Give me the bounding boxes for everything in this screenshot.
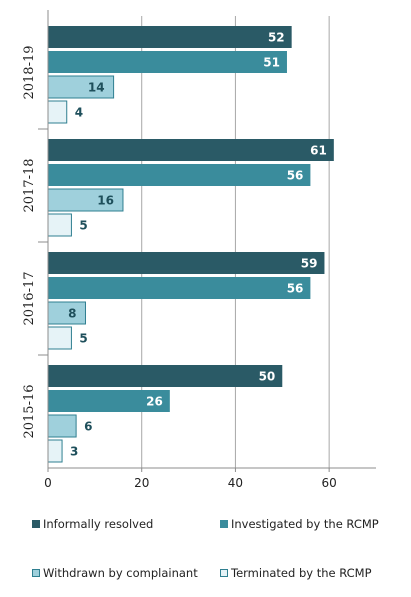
data-label-2017-18-0: 61 — [310, 144, 327, 158]
bar-2017-18-0 — [48, 139, 334, 161]
bar-2015-16-2 — [47, 414, 77, 438]
bar-2016-17-0 — [48, 252, 325, 274]
bar-chart: 52511442018-1961561652017-185956852016-1… — [22, 10, 376, 490]
category-label-2018-19: 2018-19 — [22, 45, 37, 99]
data-label-2018-19-3: 4 — [75, 106, 83, 120]
data-label-2017-18-1: 56 — [287, 169, 304, 183]
data-label-2017-18-2: 16 — [97, 194, 114, 208]
legend-label-investigated: Investigated by the RCMP — [231, 517, 379, 531]
category-label-2016-17: 2016-17 — [22, 271, 37, 325]
legend-item-withdrawn: Withdrawn by complainant — [32, 566, 198, 580]
legend-item-investigated: Investigated by the RCMP — [220, 517, 379, 531]
legend-label-withdrawn: Withdrawn by complainant — [43, 566, 198, 580]
x-tick-label-0: 0 — [44, 476, 52, 490]
bar-2016-17-1 — [48, 277, 311, 299]
bar-2016-17-2 — [47, 301, 86, 325]
legend-swatch-investigated — [220, 520, 228, 528]
data-label-2016-17-1: 56 — [287, 282, 304, 296]
data-label-2015-16-0: 50 — [259, 370, 276, 384]
bar-2018-19-0 — [48, 26, 292, 48]
data-label-2016-17-0: 59 — [301, 257, 318, 271]
data-label-2018-19-0: 52 — [268, 31, 285, 45]
legend-label-terminated: Terminated by the RCMP — [231, 566, 372, 580]
bar-2017-18-3 — [47, 213, 72, 237]
legend-item-informally-resolved: Informally resolved — [32, 517, 153, 531]
data-label-2016-17-3: 5 — [79, 332, 87, 346]
data-label-2015-16-3: 3 — [70, 445, 78, 459]
x-tick-label-40: 40 — [228, 476, 243, 490]
x-tick-label-20: 20 — [134, 476, 149, 490]
data-label-2018-19-1: 51 — [263, 56, 280, 70]
data-label-2016-17-2: 8 — [68, 307, 76, 321]
bar-2015-16-3 — [47, 439, 63, 463]
data-label-2015-16-2: 6 — [84, 420, 92, 434]
legend-swatch-terminated — [220, 569, 228, 577]
data-label-2018-19-2: 14 — [88, 81, 105, 95]
bar-2017-18-1 — [48, 164, 311, 186]
bar-2018-19-1 — [48, 51, 287, 73]
bar-2015-16-1 — [48, 390, 170, 412]
bar-2015-16-0 — [48, 365, 283, 387]
legend-swatch-withdrawn — [32, 569, 40, 577]
legend-label-informally-resolved: Informally resolved — [43, 517, 154, 531]
bar-2018-19-3 — [47, 100, 68, 124]
bar-2016-17-3 — [47, 326, 72, 350]
category-label-2017-18: 2017-18 — [22, 158, 37, 212]
data-label-2015-16-1: 26 — [146, 395, 163, 409]
category-label-2015-16: 2015-16 — [22, 384, 37, 438]
data-label-2017-18-3: 5 — [79, 219, 87, 233]
legend-item-terminated: Terminated by the RCMP — [220, 566, 372, 580]
x-tick-label-60: 60 — [322, 476, 337, 490]
legend-swatch-informally-resolved — [32, 520, 40, 528]
